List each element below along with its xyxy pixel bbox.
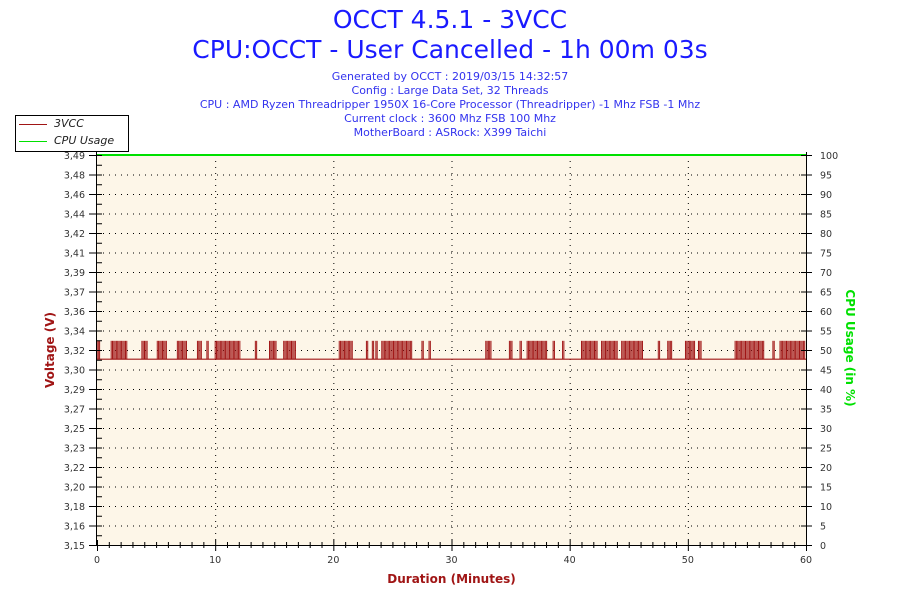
y-tick-label-right: 65 (820, 288, 832, 299)
x-tick-label: 50 (682, 555, 694, 566)
x-axis-title: Duration (Minutes) (387, 572, 515, 586)
y-tick-label-right: 10 (820, 502, 832, 513)
legend: 3VCC CPU Usage (15, 115, 129, 152)
y-tick-label-left: 3,27 (64, 405, 85, 416)
y-tick-label-left: 3,22 (64, 463, 85, 474)
x-tick-label: 10 (209, 555, 221, 566)
y-axis-title-right: CPU Usage (in %) (843, 289, 857, 406)
x-tick-label: 60 (800, 555, 812, 566)
chart-title: OCCT 4.5.1 - 3VCC (332, 5, 568, 34)
x-tick-label: 40 (564, 555, 576, 566)
y-tick-label-left: 3,20 (64, 483, 85, 494)
y-tick-label-right: 45 (820, 366, 832, 377)
y-tick-label-right: 80 (820, 229, 832, 240)
y-tick-label-left: 3,49 (64, 151, 85, 162)
y-tick-label-left: 3,34 (64, 327, 85, 338)
y-tick-label-left: 3,30 (64, 366, 85, 377)
y-tick-label-right: 0 (820, 541, 826, 552)
y-tick-label-left: 3,36 (64, 307, 85, 318)
x-tick-label: 0 (94, 555, 100, 566)
legend-item-3vcc: 3VCC (16, 116, 128, 132)
y-tick-label-right: 90 (820, 190, 832, 201)
y-tick-label-right: 95 (820, 171, 832, 182)
y-tick-label-left: 3,41 (64, 249, 85, 260)
legend-swatch-3vcc (19, 124, 47, 125)
y-tick-label-left: 3,29 (64, 385, 85, 396)
chart-subtitle: CPU:OCCT - User Cancelled - 1h 00m 03s (192, 35, 708, 64)
y-tick-label-right: 55 (820, 327, 832, 338)
info-motherboard: MotherBoard : ASRock: X399 Taichi (353, 126, 547, 139)
y-tick-label-right: 30 (820, 424, 832, 435)
y-tick-label-right: 75 (820, 249, 832, 260)
y-tick-label-right: 5 (820, 522, 826, 533)
legend-label-3vcc: 3VCC (54, 117, 84, 130)
info-cpu: CPU : AMD Ryzen Threadripper 1950X 16-Co… (199, 98, 701, 111)
y-tick-label-left: 3,39 (64, 268, 85, 279)
y-tick-label-right: 40 (820, 385, 832, 396)
y-tick-label-right: 25 (820, 444, 832, 455)
y-tick-label-right: 70 (820, 268, 832, 279)
x-tick-label: 30 (445, 555, 457, 566)
y-tick-label-left: 3,15 (64, 541, 85, 552)
y-axis-title-left: Voltage (V) (43, 312, 57, 388)
y-tick-label-left: 3,44 (64, 210, 85, 221)
legend-item-cpu-usage: CPU Usage (16, 133, 128, 149)
y-tick-label-left: 3,16 (64, 522, 85, 533)
legend-swatch-cpu-usage (19, 141, 47, 142)
y-tick-label-left: 3,25 (64, 424, 85, 435)
info-clock: Current clock : 3600 Mhz FSB 100 Mhz (344, 112, 556, 125)
y-tick-label-left: 3,42 (64, 229, 85, 240)
y-tick-label-left: 3,37 (64, 288, 85, 299)
info-config: Config : Large Data Set, 32 Threads (351, 84, 549, 97)
y-tick-label-right: 15 (820, 483, 832, 494)
y-tick-label-left: 3,46 (64, 190, 85, 201)
x-tick-label: 20 (327, 555, 339, 566)
y-tick-label-left: 3,18 (64, 502, 85, 513)
y-tick-label-right: 50 (820, 346, 832, 357)
legend-label-cpu-usage: CPU Usage (54, 134, 115, 147)
y-tick-label-right: 60 (820, 307, 832, 318)
y-tick-label-right: 100 (820, 151, 838, 162)
info-generated: Generated by OCCT : 2019/03/15 14:32:57 (331, 70, 569, 83)
y-tick-label-right: 35 (820, 405, 832, 416)
y-tick-label-left: 3,48 (64, 171, 85, 182)
y-tick-label-right: 20 (820, 463, 832, 474)
y-tick-label-left: 3,23 (64, 444, 85, 455)
y-tick-label-left: 3,32 (64, 346, 85, 357)
y-tick-label-right: 85 (820, 210, 832, 221)
